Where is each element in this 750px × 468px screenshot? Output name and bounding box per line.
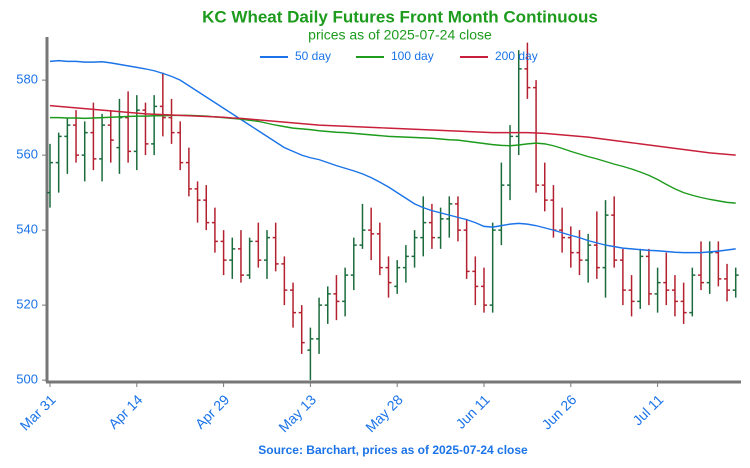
x-tick-label: May 28 bbox=[362, 391, 406, 435]
moving-average-line bbox=[50, 114, 736, 204]
legend-label: 200 day bbox=[495, 49, 538, 63]
x-tick-label: Mar 31 bbox=[17, 391, 59, 433]
x-tick-label: Apr 29 bbox=[192, 391, 233, 432]
x-tick-label: Jun 26 bbox=[538, 391, 579, 432]
source-note: Source: Barchart, prices as of 2025-07-2… bbox=[258, 443, 528, 457]
x-tick-label: Apr 14 bbox=[105, 391, 146, 432]
x-tick-label: Jun 11 bbox=[452, 391, 492, 431]
moving-average-line bbox=[49, 59, 736, 254]
legend-label: 50 day bbox=[295, 49, 331, 63]
x-tick-label: May 13 bbox=[275, 391, 319, 435]
moving-average-line bbox=[49, 104, 736, 156]
x-tick-label: Jul 11 bbox=[629, 391, 666, 428]
y-tick-label: 560 bbox=[16, 147, 38, 162]
y-tick-label: 500 bbox=[16, 372, 38, 387]
chart-title: KC Wheat Daily Futures Front Month Conti… bbox=[202, 7, 598, 26]
legend-label: 100 day bbox=[391, 49, 434, 63]
y-tick-label: 520 bbox=[16, 297, 38, 312]
chart-subtitle: prices as of 2025-07-24 close bbox=[308, 27, 492, 43]
y-tick-label: 540 bbox=[16, 222, 38, 237]
y-tick-label: 580 bbox=[16, 72, 38, 87]
